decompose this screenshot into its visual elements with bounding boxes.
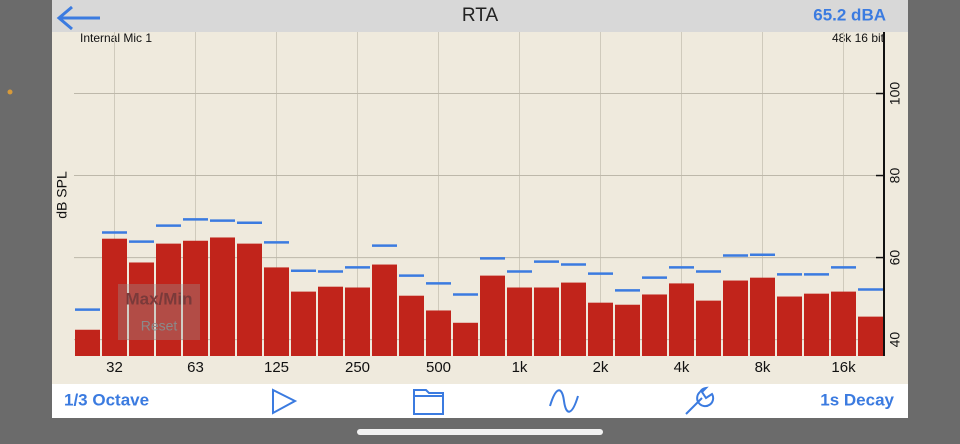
button-label: Max/Min <box>125 289 192 308</box>
max-min-button[interactable]: Max/Min Reset <box>118 284 200 340</box>
toolbar <box>52 384 908 418</box>
bar <box>480 275 505 356</box>
plot: 40 60 80 100 32 63 125 250 500 1k 2k 4k 8k 16k <box>74 32 903 376</box>
bar <box>264 267 289 356</box>
bar <box>858 316 883 356</box>
bar <box>237 243 262 356</box>
decay-button[interactable]: 1s Decay <box>820 390 894 409</box>
bar <box>723 280 748 356</box>
y-tick-label: 60 <box>887 250 903 266</box>
bar <box>696 300 721 356</box>
title: RTA <box>462 5 499 26</box>
bar <box>372 264 397 356</box>
bar <box>831 291 856 356</box>
y-tick-label: 80 <box>887 168 903 184</box>
wave-button[interactable] <box>549 389 579 413</box>
bar <box>291 291 316 356</box>
x-tick-label: 1k <box>512 359 528 376</box>
input-label: Internal Mic 1 <box>80 31 152 45</box>
home-indicator <box>357 429 603 435</box>
folder-button[interactable] <box>413 389 444 415</box>
x-tick-label: 500 <box>426 359 451 376</box>
play-button[interactable] <box>272 388 298 415</box>
bar <box>75 329 100 356</box>
octave-button[interactable]: 1/3 Octave <box>64 390 149 409</box>
x-tick-label: 32 <box>106 359 123 376</box>
x-tick-label: 8k <box>755 359 771 376</box>
bar <box>156 243 181 356</box>
button-sublabel: Reset <box>141 318 178 334</box>
bar <box>615 304 640 356</box>
bar <box>642 294 667 356</box>
bar <box>534 287 559 356</box>
bar <box>777 296 802 356</box>
button-bg <box>118 284 200 340</box>
bar <box>183 240 208 356</box>
back-button[interactable] <box>56 5 100 31</box>
settings-button[interactable] <box>685 386 715 415</box>
x-tick-label: 4k <box>674 359 690 376</box>
bar <box>399 295 424 356</box>
bar <box>588 302 613 356</box>
y-axis-label: dB SPL <box>54 171 70 219</box>
y-tick-label: 40 <box>887 332 903 348</box>
bar <box>804 293 829 356</box>
bar <box>507 287 532 356</box>
x-tick-label: 63 <box>187 359 204 376</box>
bar <box>129 262 154 356</box>
bar <box>669 283 694 356</box>
bar <box>102 238 127 356</box>
bar <box>426 310 451 356</box>
top-bar <box>52 0 908 32</box>
bar <box>561 282 586 356</box>
bar <box>453 322 478 356</box>
x-tick-label: 2k <box>593 359 609 376</box>
x-tick-label: 250 <box>345 359 370 376</box>
level: 65.2 dBA <box>813 5 886 24</box>
bar <box>750 277 775 356</box>
dot <box>7 89 13 95</box>
x-tick-label: 125 <box>264 359 289 376</box>
bar <box>345 287 370 356</box>
bar <box>318 286 343 356</box>
bar <box>210 237 235 356</box>
x-tick-label: 16k <box>831 359 856 376</box>
back-arrow <box>56 5 100 31</box>
y-tick-label: 100 <box>887 82 903 106</box>
format-label: 48k 16 bit <box>832 31 885 45</box>
